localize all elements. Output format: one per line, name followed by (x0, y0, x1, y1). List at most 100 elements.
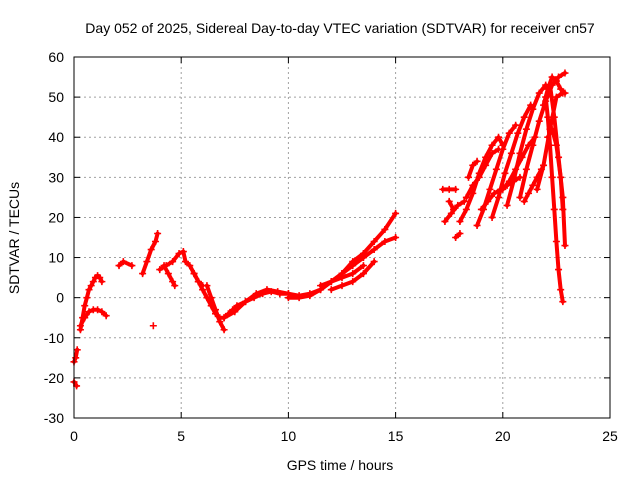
data-point (175, 250, 183, 258)
data-point (552, 141, 560, 149)
data-point (181, 258, 189, 266)
data-point (164, 270, 172, 278)
data-point (72, 354, 80, 362)
data-point (522, 125, 530, 133)
data-point (488, 149, 496, 157)
data-point (525, 141, 533, 149)
y-tick-label: 10 (48, 250, 64, 266)
data-point (555, 266, 563, 274)
data-point (85, 286, 93, 294)
data-point (505, 177, 513, 185)
data-point (359, 250, 367, 258)
y-tick-label: 30 (48, 169, 64, 185)
data-point (154, 229, 162, 237)
data-point (73, 346, 81, 354)
series-arc-34 (520, 165, 545, 205)
data-point (535, 89, 543, 97)
data-point (98, 308, 106, 316)
data-point (520, 197, 528, 205)
data-point (370, 246, 378, 254)
data-point (477, 205, 485, 213)
data-point (557, 173, 565, 181)
data-point (151, 238, 159, 246)
data-point (503, 201, 511, 209)
data-point (512, 121, 520, 129)
data-point (546, 141, 554, 149)
data-point (456, 229, 464, 237)
series-arc-11 (203, 282, 228, 334)
data-point (139, 270, 147, 278)
series-arc-15 (317, 262, 367, 290)
data-point (452, 185, 460, 193)
series-arc-19 (452, 229, 464, 241)
data-point (548, 125, 556, 133)
data-point (533, 173, 541, 181)
data-point (462, 193, 470, 201)
series-arc-3 (76, 272, 106, 334)
data-point (128, 262, 136, 270)
data-point (488, 213, 496, 221)
chart-title: Day 052 of 2025, Sidereal Day-to-day VTE… (85, 20, 595, 36)
data-point (327, 286, 335, 294)
data-point (522, 165, 530, 173)
y-tick-label: 20 (48, 209, 64, 225)
data-point (516, 173, 524, 181)
data-point (542, 93, 550, 101)
data-point (220, 326, 228, 334)
series-arc-24 (488, 101, 535, 221)
series-arc-1 (70, 346, 81, 366)
data-point (370, 238, 378, 246)
data-point (492, 165, 500, 173)
data-point (559, 205, 567, 213)
y-tick-label: -30 (44, 410, 64, 426)
series-arc-33 (499, 133, 539, 193)
data-point (160, 262, 168, 270)
data-point (561, 242, 569, 250)
data-point (473, 221, 481, 229)
data-point (263, 286, 271, 294)
data-point (531, 133, 539, 141)
data-point (306, 292, 314, 300)
series-arc-31 (544, 125, 567, 213)
data-point (557, 85, 565, 93)
data-point (207, 294, 215, 302)
data-point (452, 234, 460, 241)
data-point (381, 238, 389, 246)
x-tick-label: 10 (281, 428, 297, 444)
x-tick-label: 15 (388, 428, 404, 444)
axis-ticks: 0 5 10 15 20 25 -30 -20 -10 0 10 20 30 40 50 60 (44, 49, 618, 444)
data-point (338, 282, 346, 290)
data-point (119, 258, 127, 266)
data-point (486, 185, 494, 193)
data-point (456, 217, 464, 225)
data-point (338, 274, 346, 282)
data-point (495, 133, 503, 141)
series-arc-22 (464, 157, 481, 181)
series-trace (500, 135, 537, 192)
series-arc-6 (139, 229, 162, 278)
data-point (490, 189, 498, 197)
data-point (501, 169, 509, 177)
y-tick-label: -10 (44, 330, 64, 346)
data-point (169, 258, 177, 266)
data-point (81, 314, 89, 322)
data-point (441, 217, 449, 225)
data-point (546, 81, 554, 89)
data-point (552, 93, 560, 101)
data-point (220, 314, 228, 322)
data-point (85, 308, 93, 316)
data-point (216, 318, 224, 326)
data-point (550, 205, 558, 213)
data-point (552, 238, 560, 246)
data-point (242, 298, 250, 306)
data-point (561, 89, 569, 97)
data-point (194, 278, 202, 286)
data-point (484, 197, 492, 205)
plot-frame (73, 56, 611, 419)
data-point (495, 193, 503, 201)
y-tick-label: 0 (56, 290, 64, 306)
data-point (557, 286, 565, 294)
series-arc-7 (149, 322, 157, 330)
data-point (462, 205, 470, 213)
data-point (94, 306, 102, 314)
